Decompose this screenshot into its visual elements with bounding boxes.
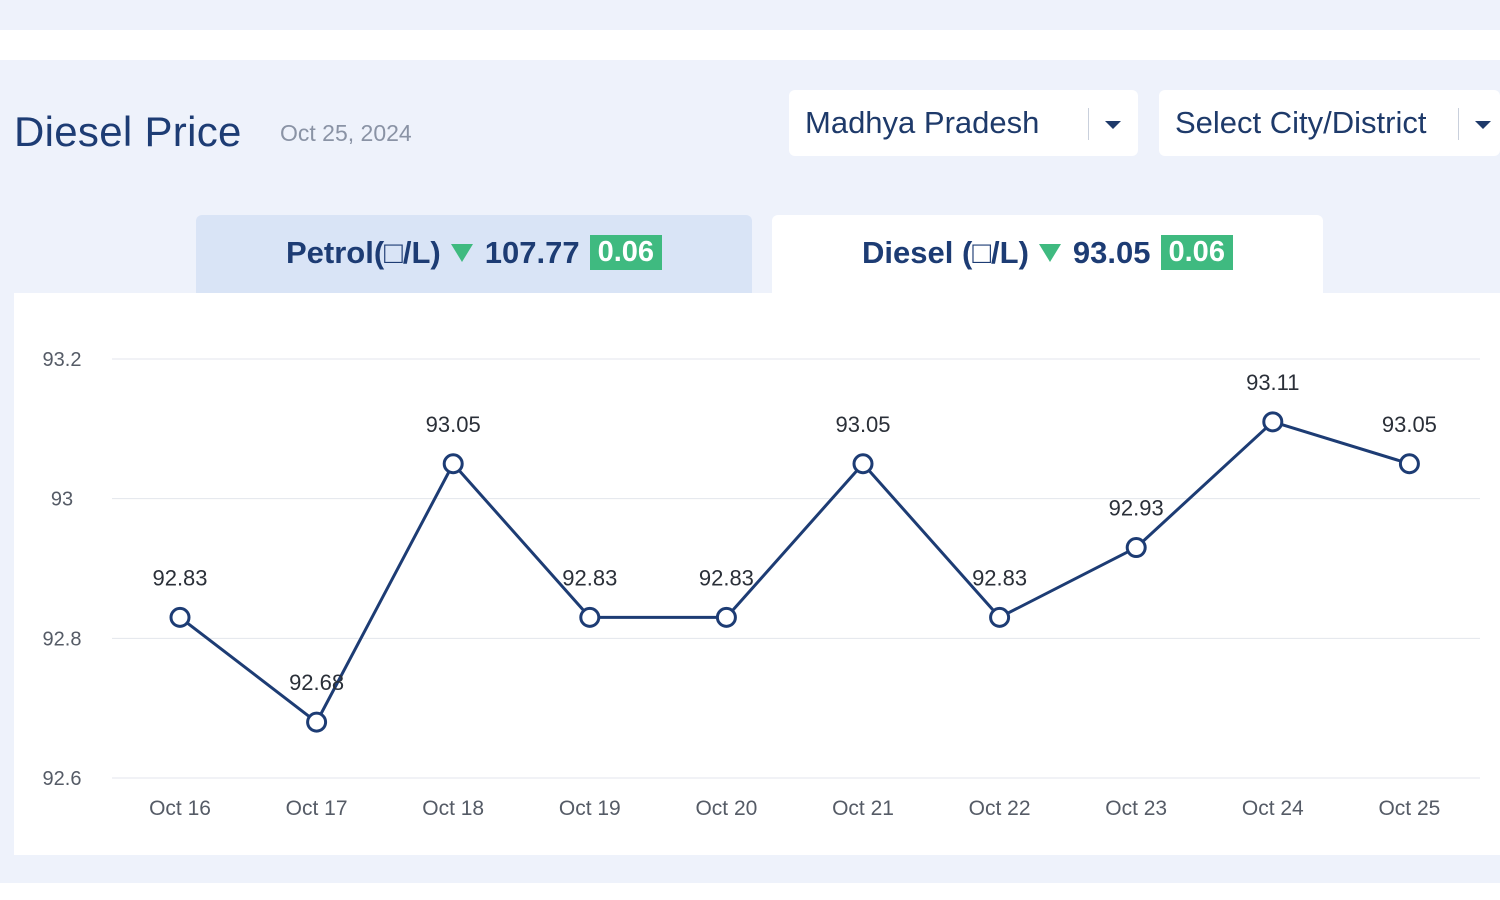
caret-down-icon — [1475, 121, 1491, 129]
data-label: 92.83 — [562, 565, 617, 590]
data-point — [1262, 411, 1284, 433]
page-title: Diesel Price — [14, 108, 242, 155]
tab-diesel-label: Diesel (□/L) — [862, 234, 1029, 270]
data-point — [579, 606, 601, 628]
data-point — [169, 606, 191, 628]
tab-diesel[interactable]: Diesel (□/L) 93.05 0.06 — [772, 215, 1323, 293]
price-date: Oct 25, 2024 — [280, 120, 412, 146]
x-tick-label: Oct 18 — [422, 797, 484, 820]
data-label: 93.05 — [835, 412, 890, 437]
select-separator — [1458, 108, 1459, 140]
data-label: 92.83 — [699, 565, 754, 590]
data-point — [306, 711, 328, 733]
y-tick-label: 93.2 — [43, 349, 82, 371]
top-band — [0, 0, 1500, 30]
x-tick-label: Oct 17 — [286, 797, 348, 820]
chart-card: 93.2 93 92.8 92.6 Oct 16 Oct 17 Oct 18 Oct 19 Oc… — [14, 293, 1500, 855]
data-point — [852, 453, 874, 475]
city-select[interactable]: Select City/District — [1159, 90, 1500, 156]
x-tick-label: Oct 24 — [1242, 797, 1304, 820]
y-tick-label: 92.6 — [43, 768, 82, 790]
series-line — [179, 420, 1410, 724]
data-label: 93.05 — [1382, 412, 1437, 437]
city-select-placeholder: Select City/District — [1175, 105, 1427, 140]
y-tick-label: 92.8 — [43, 628, 82, 650]
data-label: 92.93 — [1109, 496, 1164, 521]
data-label: 92.83 — [972, 565, 1027, 590]
state-select[interactable]: Madhya Pradesh — [789, 90, 1138, 156]
tab-petrol-price: 107.77 — [484, 234, 580, 270]
x-tick-label: Oct 19 — [559, 797, 621, 820]
data-point — [989, 606, 1011, 628]
x-tick-label: Oct 23 — [1105, 797, 1167, 820]
data-point — [715, 606, 737, 628]
data-label: 92.83 — [152, 565, 207, 590]
diesel-change-badge: 0.06 — [1160, 235, 1233, 271]
tab-petrol-label: Petrol(□/L) — [285, 234, 441, 270]
x-tick-label: Oct 22 — [969, 797, 1031, 820]
tab-diesel-price: 93.05 — [1072, 234, 1151, 270]
diesel-price-line-chart: 93.2 93 92.8 92.6 Oct 16 Oct 17 Oct 18 Oct 19 Oc… — [43, 349, 1480, 820]
state-select-value: Madhya Pradesh — [805, 105, 1040, 140]
x-tick-label: Oct 16 — [149, 797, 211, 820]
select-separator — [1088, 108, 1089, 140]
data-point — [442, 453, 464, 475]
triangle-down-icon — [1038, 243, 1061, 262]
tab-petrol[interactable]: Petrol(□/L) 107.77 0.06 — [196, 215, 752, 293]
petrol-change-badge: 0.06 — [589, 235, 663, 271]
y-tick-label: 93 — [51, 489, 73, 511]
data-point — [1398, 453, 1420, 475]
x-tick-label: Oct 25 — [1378, 797, 1440, 820]
data-label: 93.11 — [1246, 370, 1299, 395]
triangle-down-icon — [450, 243, 473, 262]
data-label: 92.68 — [289, 670, 344, 695]
data-point — [1125, 537, 1147, 559]
data-label: 93.05 — [426, 412, 481, 437]
x-tick-label: Oct 20 — [695, 797, 757, 820]
x-tick-label: Oct 21 — [832, 797, 894, 820]
caret-down-icon — [1105, 121, 1121, 129]
